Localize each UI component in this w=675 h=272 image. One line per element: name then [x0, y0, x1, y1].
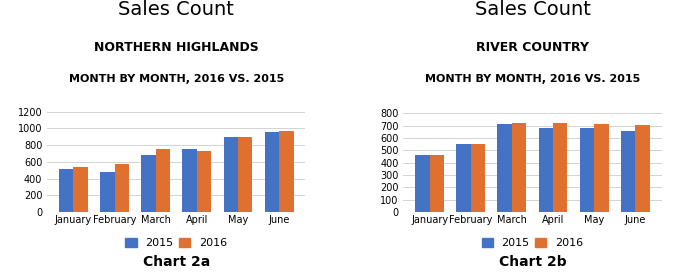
Bar [197, 151, 211, 212]
Bar [59, 169, 74, 212]
Bar [115, 164, 129, 212]
Bar [512, 122, 526, 212]
Bar [539, 128, 553, 212]
Text: Chart 2b: Chart 2b [499, 255, 566, 269]
Bar [580, 128, 594, 212]
Legend: 2015, 2016: 2015, 2016 [126, 237, 227, 248]
Text: Sales Count: Sales Count [475, 0, 591, 19]
Text: RIVER COUNTRY: RIVER COUNTRY [476, 41, 589, 54]
Bar [279, 131, 294, 212]
Text: Sales Count: Sales Count [118, 0, 234, 19]
Bar [100, 172, 115, 212]
Bar [594, 124, 609, 212]
Bar [74, 167, 88, 212]
Bar [182, 149, 197, 212]
Bar [635, 125, 650, 212]
Text: Chart 2a: Chart 2a [142, 255, 210, 269]
Bar [456, 144, 470, 212]
Bar [553, 123, 568, 212]
Text: NORTHERN HIGHLANDS: NORTHERN HIGHLANDS [94, 41, 259, 54]
Legend: 2015, 2016: 2015, 2016 [481, 237, 583, 248]
Bar [621, 131, 635, 212]
Bar [497, 124, 512, 212]
Bar [156, 149, 170, 212]
Bar [238, 137, 252, 212]
Bar [415, 155, 429, 212]
Bar [265, 132, 279, 212]
Bar [223, 137, 238, 212]
Text: MONTH BY MONTH, 2016 VS. 2015: MONTH BY MONTH, 2016 VS. 2015 [425, 74, 640, 84]
Bar [470, 144, 485, 212]
Bar [141, 155, 156, 212]
Text: MONTH BY MONTH, 2016 VS. 2015: MONTH BY MONTH, 2016 VS. 2015 [69, 74, 284, 84]
Bar [429, 155, 444, 212]
